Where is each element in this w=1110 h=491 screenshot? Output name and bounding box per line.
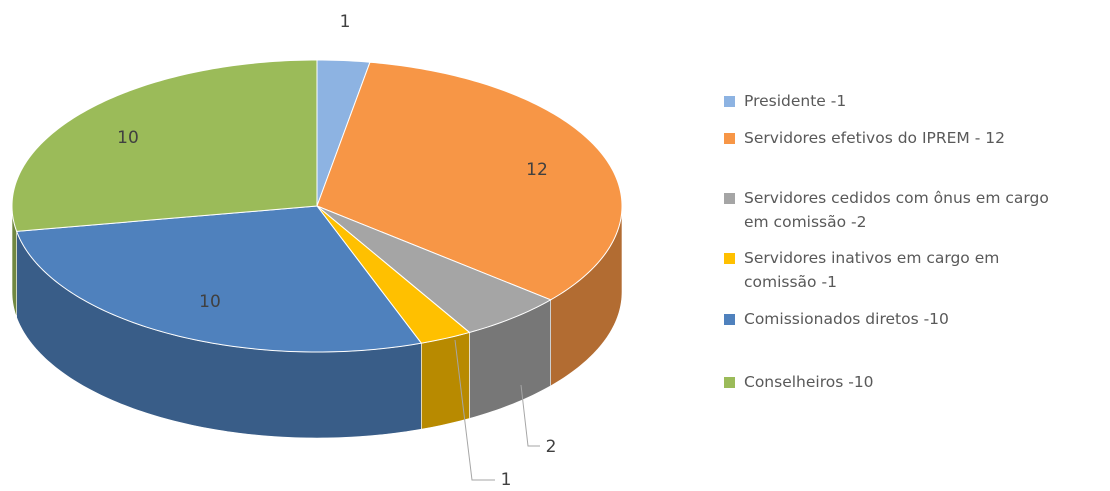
data-label: 1 [501, 470, 512, 490]
data-label: 10 [199, 292, 221, 312]
legend-label: Presidente -1 [744, 92, 847, 110]
legend-label: Comissionados diretos -10 [744, 310, 949, 328]
legend-item: Servidores efetivos do IPREM - 12 [724, 126, 1064, 150]
legend-label: Conselheiros -10 [744, 373, 874, 391]
slice [15, 205, 423, 353]
legend-label: Servidores inativos em cargo em comissão… [744, 249, 1000, 291]
legend-item: Servidores inativos em cargo em comissão… [724, 246, 1064, 294]
data-label: 1 [340, 12, 351, 32]
data-label: 10 [117, 128, 139, 148]
legend-item: Comissionados diretos -10 [724, 307, 1064, 331]
chart: 1 12 2 1 10 10 [11, 12, 623, 490]
slice [316, 205, 471, 344]
legend-swatch [724, 314, 735, 325]
legend-swatch [724, 96, 735, 107]
slice [316, 61, 623, 301]
leader-line [520, 384, 540, 447]
data-label: 12 [526, 160, 548, 180]
leader-line [454, 339, 495, 481]
legend-swatch [724, 253, 735, 264]
legend-item: Conselheiros -10 [724, 370, 1064, 394]
legend-item: Servidores cedidos com ônus em cargo em … [724, 186, 1064, 234]
legend-swatch [724, 193, 735, 204]
slice [11, 59, 318, 232]
legend-item: Presidente -1 [724, 89, 1064, 113]
legend-swatch [724, 133, 735, 144]
legend-label: Servidores cedidos com ônus em cargo em … [744, 189, 1049, 231]
data-label: 2 [546, 437, 557, 457]
slice [316, 205, 552, 333]
legend-label: Servidores efetivos do IPREM - 12 [744, 129, 1005, 147]
slice-side [421, 332, 470, 430]
legend-swatch [724, 377, 735, 388]
